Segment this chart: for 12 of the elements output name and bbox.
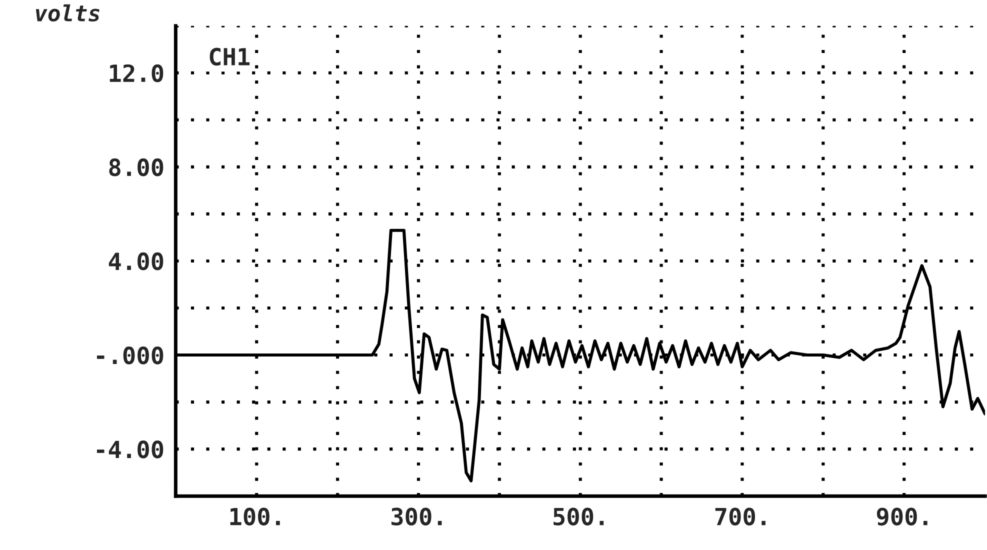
y-tick-label: -.000 (96, 346, 164, 364)
x-tick-label: 300. (392, 508, 442, 526)
y-tick-label: 8.00 (109, 158, 164, 176)
annotation: CH1 (210, 48, 250, 66)
y-tick-label: 4.00 (108, 252, 164, 270)
y-tick-label: -4.00 (96, 440, 164, 458)
x-tick-label: 900. (876, 508, 928, 526)
x-tick-label: 500. (554, 508, 604, 526)
x-tick-label: 100. (230, 508, 280, 526)
x-tick-label: 700. (715, 508, 766, 526)
y-tick-label: 12.0 (110, 64, 164, 82)
y-axis-title: volts (36, 4, 100, 22)
